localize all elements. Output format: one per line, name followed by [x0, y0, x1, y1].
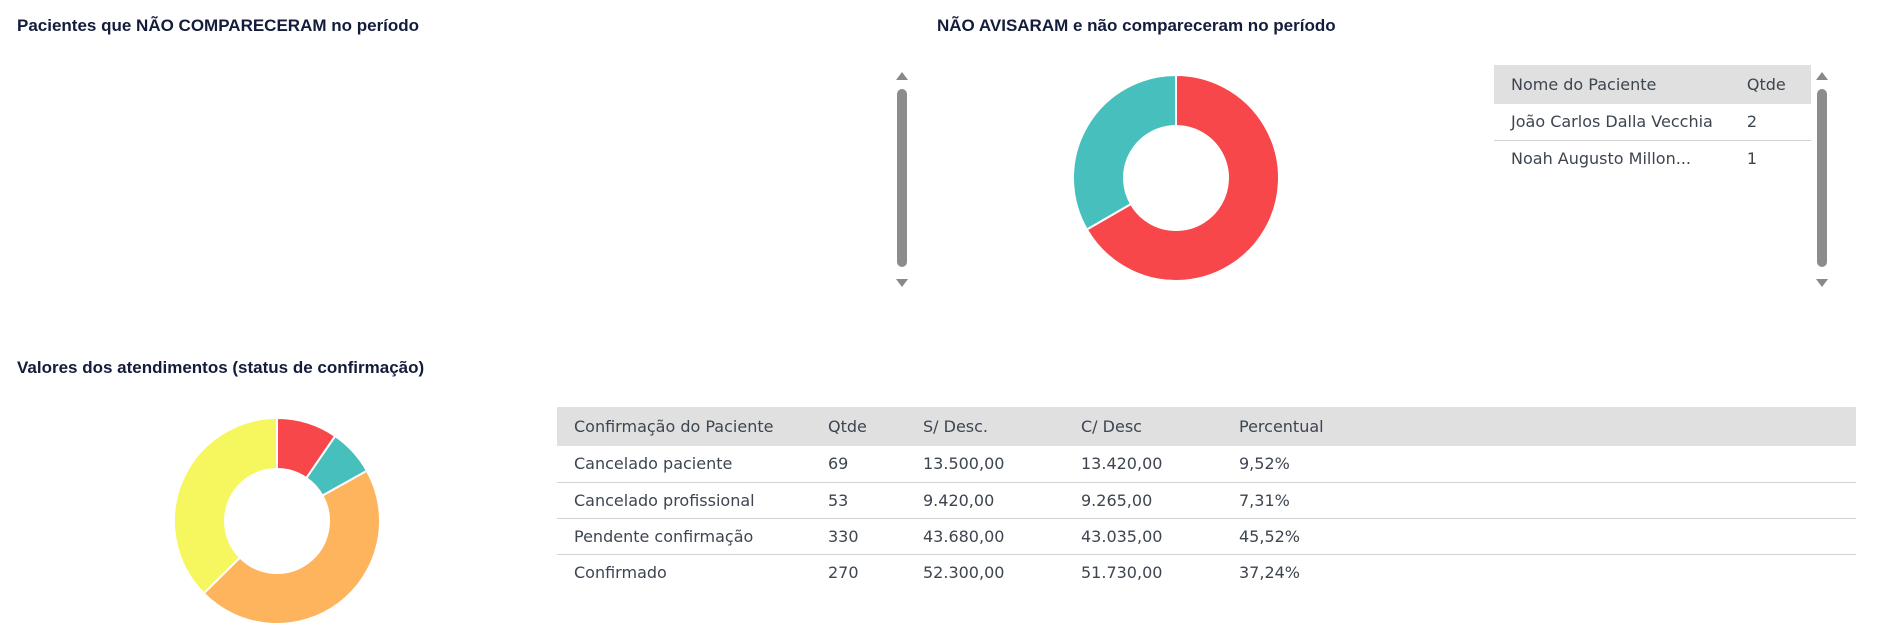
- table-row[interactable]: Confirmado 270 52.300,00 51.730,00 37,24%: [557, 554, 1856, 590]
- scroll-down-arrow-icon[interactable]: [1816, 279, 1828, 287]
- column-header-with-discount[interactable]: C/ Desc: [1064, 407, 1222, 446]
- scrollbar-thumb[interactable]: [1817, 89, 1827, 267]
- no-notice-table-scrollbar[interactable]: [1816, 72, 1828, 287]
- percent-cell: 37,24%: [1239, 562, 1301, 582]
- donut-slice-2[interactable]: [202, 469, 381, 625]
- scroll-up-arrow-icon[interactable]: [896, 72, 908, 80]
- column-header-confirmation[interactable]: Confirmação do Paciente: [557, 407, 811, 446]
- no-notice-table-container: Nome do Paciente Qtde João Carlos Dalla …: [1494, 65, 1811, 176]
- values-donut-chart: [173, 416, 381, 625]
- column-header-percent[interactable]: Percentual: [1222, 407, 1856, 446]
- patient-name-cell: João Carlos Dalla Vecchia: [1494, 104, 1730, 141]
- no-discount-cell: 13.500,00: [906, 446, 1064, 483]
- with-discount-cell: 43.035,00: [1064, 518, 1222, 555]
- table-header-row: Nome do Paciente Qtde: [1494, 65, 1811, 104]
- no-discount-cell: 52.300,00: [923, 562, 1005, 582]
- donut-slice-1[interactable]: [1072, 73, 1177, 231]
- with-discount-cell: 51.730,00: [1081, 562, 1163, 582]
- values-table: Confirmação do Paciente Qtde S/ Desc. C/…: [557, 407, 1856, 590]
- patient-name-cell: Noah Augusto Millon...: [1511, 148, 1691, 168]
- qty-cell: 69: [811, 446, 906, 483]
- confirmation-cell: Pendente confirmação: [557, 518, 811, 555]
- column-header-qty[interactable]: Qtde: [1729, 65, 1811, 104]
- qty-cell: 270: [828, 562, 859, 582]
- qty-cell: 1: [1746, 148, 1758, 168]
- percent-cell: 9,52%: [1222, 446, 1856, 483]
- with-discount-cell: 9.265,00: [1064, 482, 1222, 519]
- donut-slice-0[interactable]: [1085, 73, 1280, 282]
- no-discount-cell: 43.680,00: [906, 518, 1064, 555]
- no-notice-section-title: NÃO AVISARAM e não compareceram no perío…: [937, 16, 1336, 35]
- scroll-up-arrow-icon[interactable]: [1816, 72, 1828, 80]
- column-header-qty[interactable]: Qtde: [811, 407, 906, 446]
- percent-cell: 7,31%: [1222, 482, 1856, 519]
- qty-cell: 2: [1729, 104, 1811, 141]
- scroll-down-arrow-icon[interactable]: [896, 279, 908, 287]
- with-discount-cell: 13.420,00: [1064, 446, 1222, 483]
- table-row[interactable]: Cancelado profissional 53 9.420,00 9.265,00…: [557, 482, 1856, 519]
- table-header-row: Confirmação do Paciente Qtde S/ Desc. C/…: [557, 407, 1856, 446]
- table-row[interactable]: João Carlos Dalla Vecchia 2: [1494, 104, 1811, 141]
- table-row[interactable]: Cancelado paciente 69 13.500,00 13.420,00 9,…: [557, 446, 1856, 483]
- donut-slice-3[interactable]: [173, 416, 278, 595]
- qty-cell: 53: [811, 482, 906, 519]
- column-header-patient-name[interactable]: Nome do Paciente: [1494, 65, 1730, 104]
- values-table-container: Confirmação do Paciente Qtde S/ Desc. C/…: [557, 407, 1856, 590]
- no-discount-cell: 9.420,00: [906, 482, 1064, 519]
- confirmation-cell: Cancelado profissional: [557, 482, 811, 519]
- scrollbar-thumb[interactable]: [897, 89, 907, 267]
- no-notice-table: Nome do Paciente Qtde João Carlos Dalla …: [1494, 65, 1811, 176]
- table-row[interactable]: Pendente confirmação 330 43.680,00 43.035,0…: [557, 518, 1856, 555]
- no-show-section-title: Pacientes que NÃO COMPARECERAM no períod…: [17, 16, 420, 35]
- column-header-no-discount[interactable]: S/ Desc.: [906, 407, 1064, 446]
- percent-cell: 45,52%: [1222, 518, 1856, 555]
- no-notice-donut-chart: [1072, 73, 1280, 282]
- values-section-title: Valores dos atendimentos (status de conf…: [17, 358, 425, 377]
- no-show-scrollbar[interactable]: [896, 72, 908, 287]
- table-row[interactable]: Noah Augusto Millon... 1: [1494, 140, 1811, 176]
- confirmation-cell: Cancelado paciente: [557, 446, 811, 483]
- qty-cell: 330: [811, 518, 906, 555]
- confirmation-cell: Confirmado: [574, 562, 667, 582]
